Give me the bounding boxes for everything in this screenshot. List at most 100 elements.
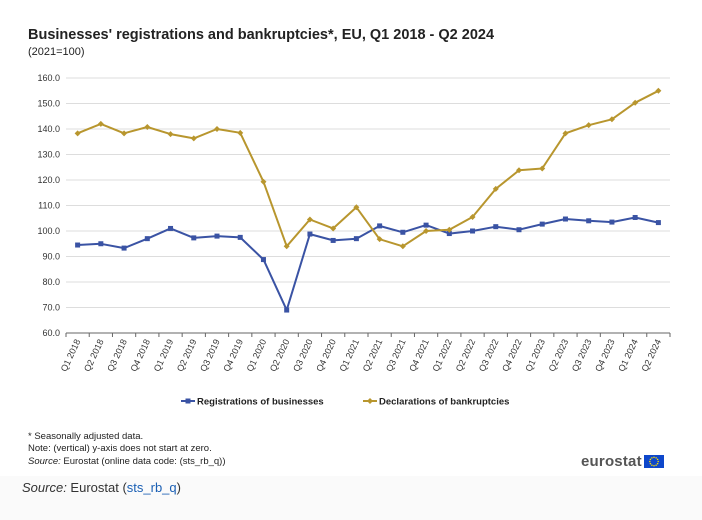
data-point [632,214,638,220]
data-point [214,233,220,239]
data-point [121,130,128,137]
legend-label: Registrations of businesses [197,397,324,408]
data-point [330,237,336,243]
data-point [400,229,406,235]
y-tick-label: 110.0 [38,201,60,211]
data-point [353,204,360,211]
eurostat-logo: eurostat [581,453,664,470]
data-point [562,130,569,137]
data-point [470,228,476,234]
data-point [97,120,104,127]
note-source-text: Eurostat (online data code: (sts_rb_q)) [63,456,226,467]
note-axis: Note: (vertical) y-axis does not start a… [28,443,212,454]
x-tick-label: Q3 2023 [570,338,594,374]
data-point [516,167,522,174]
data-point [562,216,568,222]
data-point [493,224,499,230]
data-point [260,257,266,263]
y-tick-label: 80.0 [42,277,60,287]
x-tick-label: Q1 2018 [59,338,83,374]
x-tick-label: Q4 2020 [314,338,338,374]
legend-marker [367,398,373,404]
x-tick-label: Q2 2022 [454,338,478,374]
x-tick-label: Q2 2020 [268,338,292,374]
x-tick-label: Q2 2023 [547,338,571,374]
data-point [539,165,546,172]
data-point [423,222,429,228]
figure-panel: 160.0 150.0 140.0 130.0 120.0 110.0 100.0 90.0 8… [28,27,671,470]
x-tick-label: Q4 2021 [407,338,431,374]
footer-source-prefix: Eurostat ( [66,480,127,495]
x-tick-label: Q3 2020 [291,338,315,374]
x-tick-label: Q1 2024 [616,338,640,374]
footer-source: Source: Eurostat (sts_rb_q) [22,480,181,495]
data-point [237,234,243,240]
data-point [492,185,499,192]
y-tick-label: 70.0 [42,303,60,313]
note-source: Source: Eurostat (online data code: (sts… [28,456,226,467]
y-tick-label: 120.0 [37,175,60,185]
chart-subtitle: (2021=100) [28,46,85,58]
data-point [214,126,220,132]
footer-source-label: Source: [22,480,67,495]
note-source-label: Source: [28,456,61,467]
data-point [632,99,639,106]
x-tick-label: Q1 2019 [152,338,176,374]
data-point [283,243,290,250]
legend-marker [185,398,191,404]
data-point [423,228,430,234]
data-point [144,123,151,130]
data-point [586,218,592,224]
data-point [121,245,127,251]
data-point [330,225,337,232]
chart-series [74,87,662,313]
data-point [469,213,476,220]
data-point [377,223,383,229]
data-point [609,219,615,225]
y-tick-label: 90.0 [42,252,60,262]
data-point [446,226,453,233]
data-point [539,221,545,227]
data-point [237,129,244,136]
data-point [353,236,359,242]
data-point [74,130,81,137]
x-tick-label: Q4 2018 [128,338,152,374]
data-point [191,235,197,241]
x-tick-label: Q1 2021 [338,338,362,374]
data-point [655,87,662,94]
y-tick-label: 100.0 [37,226,60,236]
data-point [168,225,174,231]
x-tick-label: Q1 2022 [430,338,454,374]
chart-axes: 160.0 150.0 140.0 130.0 120.0 110.0 100.0 90.0 8… [37,73,671,374]
data-point [446,231,452,237]
y-tick-label: 130.0 [37,150,60,160]
x-tick-label: Q1 2020 [245,338,269,374]
series-line [77,89,659,248]
data-point [75,242,81,248]
data-point [260,178,267,185]
x-tick-label: Q3 2021 [384,338,408,374]
data-point [516,227,522,233]
x-tick-label: Q1 2023 [523,338,547,374]
data-point [306,216,313,223]
y-tick-label: 160.0 [37,73,60,83]
data-point [608,116,615,123]
x-tick-label: Q4 2022 [500,338,524,374]
data-point [190,135,197,142]
y-tick-label: 140.0 [37,124,60,134]
chart-title: Businesses' registrations and bankruptci… [28,27,495,43]
eu-flag-icon [643,455,664,468]
x-tick-label: Q4 2019 [221,338,245,374]
data-point [98,241,104,247]
logo-text: eurostat [581,453,642,470]
x-tick-label: Q2 2024 [640,338,664,374]
x-tick-label: Q2 2018 [82,338,106,374]
data-point [399,243,406,250]
x-tick-label: Q4 2023 [593,338,617,374]
x-tick-label: Q3 2018 [105,338,129,374]
data-point [655,220,661,226]
chart-grid [66,77,670,308]
data-point [144,236,150,242]
source-link[interactable]: sts_rb_q [126,480,177,495]
data-point [585,122,592,129]
